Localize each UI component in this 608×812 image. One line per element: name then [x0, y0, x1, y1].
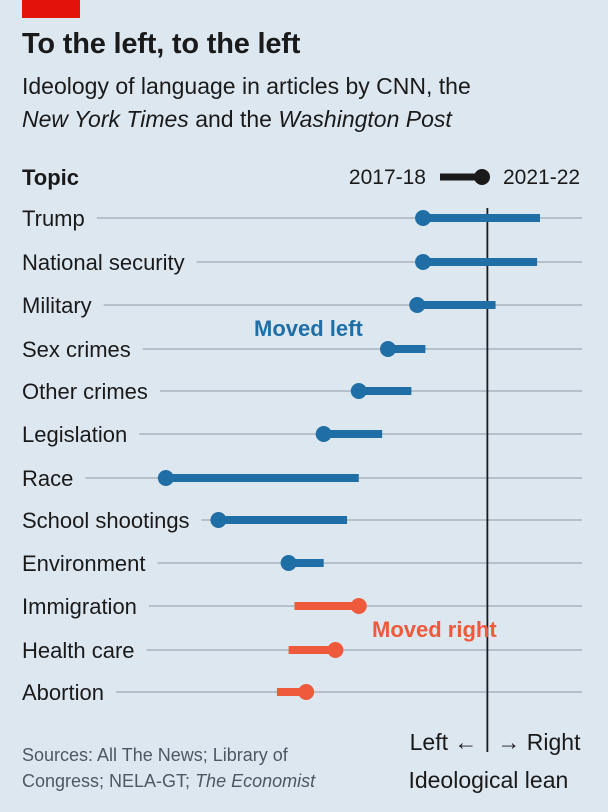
subtitle-italic-2: Washington Post — [278, 106, 452, 132]
dumbbell-end-dot — [409, 297, 426, 313]
axis-right-label: → Right — [497, 729, 581, 755]
category-label: Trump — [22, 206, 85, 231]
annotation-moved-right: Moved right — [372, 617, 497, 642]
source-note: Sources: All The News; Library of Congre… — [22, 742, 352, 794]
legend-start-label: 2017-18 — [349, 166, 426, 189]
axis-left-label: Left ← — [410, 729, 478, 755]
legend-end-label: 2021-22 — [503, 166, 580, 189]
category-label: Health care — [22, 638, 135, 663]
dumbbell-end-dot — [350, 383, 367, 399]
chart-subtitle: Ideology of language in articles by CNN,… — [22, 70, 582, 136]
category-label: Immigration — [22, 594, 137, 619]
category-label: Environment — [22, 551, 146, 576]
brand-tab — [22, 0, 80, 18]
category-label: Military — [22, 293, 92, 318]
annotation-moved-left: Moved left — [254, 316, 363, 341]
category-label: Race — [22, 466, 73, 491]
chart-title: To the left, to the left — [22, 28, 301, 60]
category-label: School shootings — [22, 508, 190, 533]
dumbbell-end-dot — [210, 512, 227, 528]
category-label: Legislation — [22, 422, 127, 447]
subtitle-text-1: Ideology of language in articles by CNN,… — [22, 73, 471, 99]
x-axis-title: Ideological lean — [408, 767, 568, 793]
dumbbell-end-dot — [280, 555, 297, 571]
source-text: Sources: All The News; Library of Congre… — [22, 745, 288, 791]
topic-header: Topic — [22, 165, 79, 190]
dumbbell-end-dot — [327, 642, 344, 658]
dumbbell-end-dot — [415, 254, 432, 270]
dumbbell-end-dot — [415, 210, 432, 226]
category-label: Other crimes — [22, 379, 148, 404]
subtitle-text-2: and the — [188, 106, 279, 132]
dumbbell-end-dot — [298, 684, 315, 700]
category-label: Abortion — [22, 680, 104, 705]
category-label: National security — [22, 250, 185, 275]
category-label: Sex crimes — [22, 337, 131, 362]
subtitle-italic-1: New York Times — [22, 106, 189, 132]
dumbbell-end-dot — [315, 426, 332, 442]
dumbbell-end-dot — [380, 341, 396, 357]
source-italic: The Economist — [195, 771, 316, 791]
legend-end-dot — [474, 169, 490, 185]
dumbbell-end-dot — [157, 470, 174, 486]
dumbbell-end-dot — [350, 598, 367, 614]
